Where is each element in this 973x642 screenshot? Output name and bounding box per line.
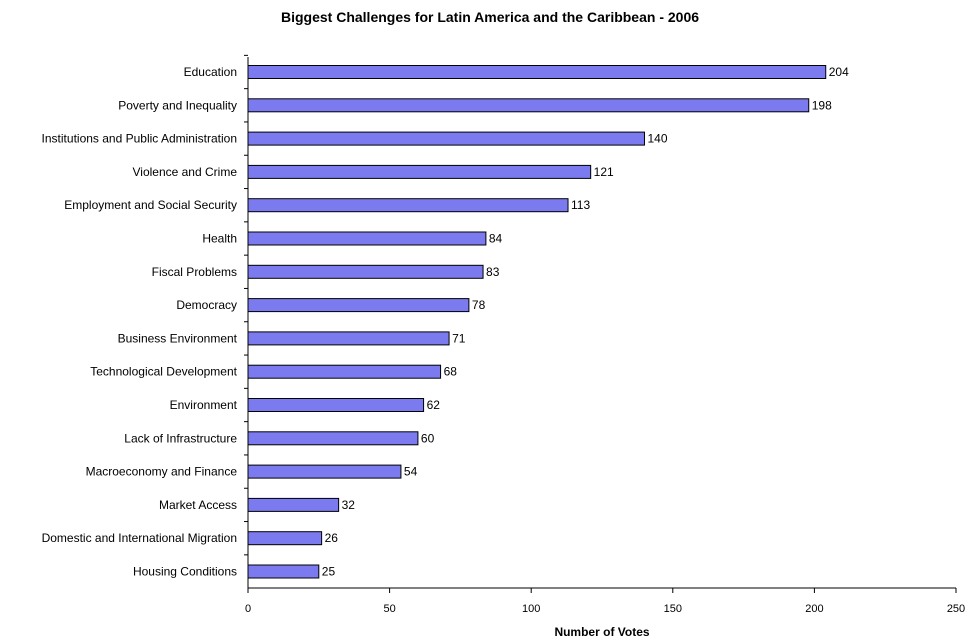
value-label: 78 xyxy=(472,298,486,312)
category-label: Business Environment xyxy=(118,331,238,345)
category-label: Health xyxy=(202,232,237,246)
bar xyxy=(247,131,645,146)
category-label: Market Access xyxy=(159,498,237,512)
category-label: Housing Conditions xyxy=(133,565,237,579)
value-label: 26 xyxy=(325,531,339,545)
category-label: Fiscal Problems xyxy=(152,265,237,279)
x-tick-label: 0 xyxy=(245,603,251,615)
value-label: 68 xyxy=(444,365,458,379)
category-label: Environment xyxy=(170,398,238,412)
bar xyxy=(247,298,470,313)
category-label: Violence and Crime xyxy=(132,165,237,179)
value-label: 32 xyxy=(342,498,356,512)
bar xyxy=(247,264,484,279)
bar xyxy=(247,364,442,379)
category-label: Macroeconomy and Finance xyxy=(86,465,238,479)
category-label: Domestic and International Migration xyxy=(42,531,237,545)
x-tick-label: 150 xyxy=(664,603,682,615)
bar xyxy=(247,331,450,346)
category-label: Democracy xyxy=(176,298,237,312)
category-label: Technological Development xyxy=(90,365,237,379)
bar xyxy=(247,65,827,79)
bar xyxy=(247,98,810,113)
bar xyxy=(247,464,402,479)
x-tick-label: 100 xyxy=(522,603,540,615)
bar xyxy=(247,164,592,179)
value-label: 83 xyxy=(486,265,500,279)
bar xyxy=(247,497,340,512)
category-label: Education xyxy=(184,65,237,79)
bar xyxy=(247,431,419,446)
category-label: Poverty and Inequality xyxy=(118,98,237,112)
value-label: 60 xyxy=(421,431,435,445)
x-tick-label: 200 xyxy=(805,603,823,615)
bar xyxy=(247,531,323,546)
chart-title: Biggest Challenges for Latin America and… xyxy=(281,9,699,25)
value-label: 25 xyxy=(322,565,336,579)
x-tick-label: 250 xyxy=(947,603,965,615)
value-label: 84 xyxy=(489,232,503,246)
value-label: 62 xyxy=(427,398,441,412)
category-label: Lack of Infrastructure xyxy=(124,431,237,445)
category-label: Employment and Social Security xyxy=(64,198,237,212)
bar xyxy=(247,198,569,213)
value-label: 71 xyxy=(452,331,466,345)
bar xyxy=(247,398,425,412)
x-axis-title: Number of Votes xyxy=(554,625,649,639)
bar xyxy=(247,231,487,246)
value-label: 204 xyxy=(829,65,849,79)
bar xyxy=(247,564,320,579)
value-label: 121 xyxy=(594,165,614,179)
value-label: 113 xyxy=(571,198,590,212)
x-ticks-group: 0 50 100 150 200 250 xyxy=(245,588,965,615)
category-label: Institutions and Public Administration xyxy=(42,132,237,146)
value-label: 54 xyxy=(404,465,418,479)
x-tick-label: 50 xyxy=(383,603,395,615)
value-label: 140 xyxy=(647,132,667,146)
value-label: 198 xyxy=(812,98,832,112)
bars-group: Education 204 Poverty and Inequality 198 Ins… xyxy=(42,54,849,579)
